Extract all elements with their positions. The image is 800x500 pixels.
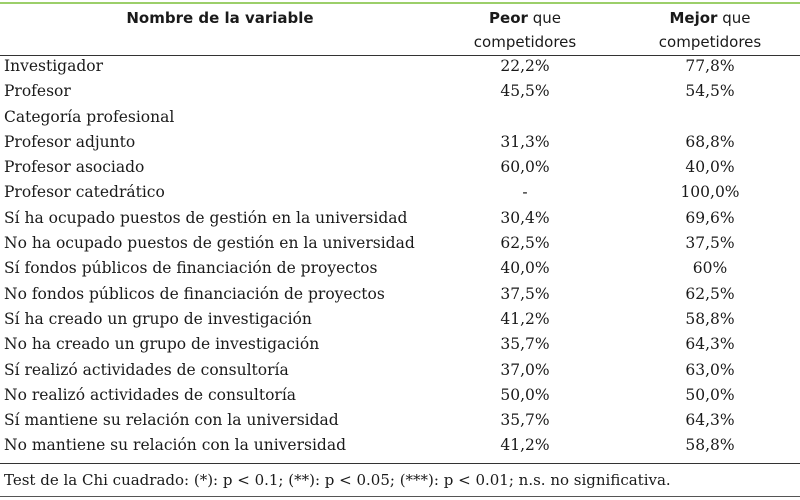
header-peor-bold: Peor bbox=[489, 9, 528, 27]
row-mejor-value: 58,8% bbox=[685, 436, 735, 455]
row-variable: Profesor bbox=[4, 82, 71, 101]
row-variable: Profesor asociado bbox=[4, 158, 145, 177]
table-body: Investigador 22,2% 77,8% Profesor 45,5% 54,5… bbox=[0, 54, 800, 459]
top-rule bbox=[0, 2, 800, 4]
header-rule bbox=[0, 55, 800, 56]
row-mejor-value: 68,8% bbox=[685, 132, 735, 151]
row-mejor-value: 69,6% bbox=[685, 208, 735, 227]
row-peor-value: 35,7% bbox=[500, 411, 550, 430]
row-peor-value: 45,5% bbox=[500, 82, 550, 101]
table-row: Sí realizó actividades de consultoría 37,… bbox=[0, 358, 800, 383]
row-peor-value: 37,0% bbox=[500, 360, 550, 379]
table-row: No realizó actividades de consultoría 50,… bbox=[0, 383, 800, 408]
row-mejor-value: 58,8% bbox=[685, 309, 735, 328]
end-rule bbox=[0, 496, 800, 497]
row-variable: No mantiene su relación con la universid… bbox=[4, 436, 347, 455]
row-variable: Sí fondos públicos de financiación de pr… bbox=[4, 259, 378, 278]
row-peor-value: 60,0% bbox=[500, 158, 550, 177]
row-variable: Sí mantiene su relación con la universid… bbox=[4, 411, 339, 430]
row-peor-value: 50,0% bbox=[500, 385, 550, 404]
row-mejor-value: 54,5% bbox=[685, 82, 735, 101]
header-variable-name-text: Nombre de la variable bbox=[126, 9, 314, 27]
table-row: No ha ocupado puestos de gestión en la u… bbox=[0, 231, 800, 256]
row-mejor-value: 62,5% bbox=[685, 284, 735, 303]
row-variable: Profesor adjunto bbox=[4, 132, 136, 151]
table-footnote: Test de la Chi cuadrado: (*): p < 0.1; (… bbox=[4, 471, 671, 489]
bottom-rule bbox=[0, 463, 800, 464]
table-row-category: Categoría profesional bbox=[0, 105, 800, 130]
row-mejor-value: 64,3% bbox=[685, 411, 735, 430]
row-variable: No ha creado un grupo de investigación bbox=[4, 335, 320, 354]
row-peor-value: 41,2% bbox=[500, 436, 550, 455]
table-row: Sí ha creado un grupo de investigación 41… bbox=[0, 307, 800, 332]
row-mejor-value: 60% bbox=[692, 259, 728, 278]
row-mejor-value: 40,0% bbox=[685, 158, 735, 177]
header-mejor-line2: competidores bbox=[658, 33, 762, 51]
row-mejor-value: 63,0% bbox=[685, 360, 735, 379]
row-variable: Sí ha creado un grupo de investigación bbox=[4, 309, 312, 328]
header-peor: Peor que competidores bbox=[445, 6, 605, 54]
table-row: Sí mantiene su relación con la universid… bbox=[0, 408, 800, 433]
row-variable: No fondos públicos de financiación de pr… bbox=[4, 284, 385, 303]
row-variable: Sí realizó actividades de consultoría bbox=[4, 360, 289, 379]
table-row: Profesor adjunto 31,3% 68,8% bbox=[0, 130, 800, 155]
row-variable: Sí ha ocupado puestos de gestión en la u… bbox=[4, 208, 408, 227]
row-mejor-value: 77,8% bbox=[685, 57, 735, 75]
row-mejor-value: 64,3% bbox=[685, 335, 735, 354]
row-peor-value: 41,2% bbox=[500, 309, 550, 328]
row-peor-value: 35,7% bbox=[500, 335, 550, 354]
header-peor-rest: que bbox=[527, 9, 561, 27]
row-mejor-value: 50,0% bbox=[685, 385, 735, 404]
row-peor-value: 30,4% bbox=[500, 208, 550, 227]
table-row: Profesor 45,5% 54,5% bbox=[0, 79, 800, 104]
header-mejor: Mejor que competidores bbox=[630, 6, 790, 54]
row-peor-value: - bbox=[522, 183, 528, 202]
row-peor-value: 31,3% bbox=[500, 132, 550, 151]
row-variable: No realizó actividades de consultoría bbox=[4, 385, 297, 404]
table-row: No fondos públicos de financiación de pr… bbox=[0, 282, 800, 307]
header-mejor-bold: Mejor bbox=[669, 9, 718, 27]
table-row: No mantiene su relación con la universid… bbox=[0, 433, 800, 458]
table-row: No ha creado un grupo de investigación 35… bbox=[0, 332, 800, 357]
row-variable: Profesor catedrático bbox=[4, 183, 165, 202]
header-variable-name: Nombre de la variable bbox=[0, 6, 440, 30]
row-peor-value: 40,0% bbox=[500, 259, 550, 278]
row-peor-value: 22,2% bbox=[500, 57, 550, 75]
row-peor-value: 62,5% bbox=[500, 234, 550, 253]
header-peor-line2: competidores bbox=[473, 33, 577, 51]
table-header: Nombre de la variable Peor que competido… bbox=[0, 6, 800, 54]
row-variable: Categoría profesional bbox=[4, 107, 175, 126]
header-mejor-rest: que bbox=[717, 9, 751, 27]
row-variable: Investigador bbox=[4, 57, 104, 75]
row-mejor-value: 100,0% bbox=[680, 183, 740, 202]
table-row: Sí fondos públicos de financiación de pr… bbox=[0, 256, 800, 281]
row-mejor-value: 37,5% bbox=[685, 234, 735, 253]
table-row: Sí ha ocupado puestos de gestión en la u… bbox=[0, 206, 800, 231]
table-row: Profesor catedrático - 100,0% bbox=[0, 180, 800, 205]
row-variable: No ha ocupado puestos de gestión en la u… bbox=[4, 234, 415, 253]
row-peor-value: 37,5% bbox=[500, 284, 550, 303]
table-row: Investigador 22,2% 77,8% bbox=[0, 54, 800, 79]
table-row: Profesor asociado 60,0% 40,0% bbox=[0, 155, 800, 180]
